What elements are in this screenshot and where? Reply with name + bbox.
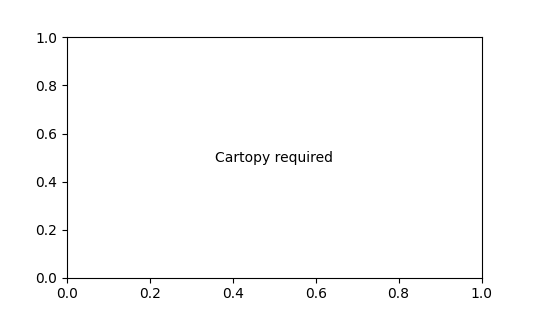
Text: Cartopy required: Cartopy required: [215, 151, 333, 164]
